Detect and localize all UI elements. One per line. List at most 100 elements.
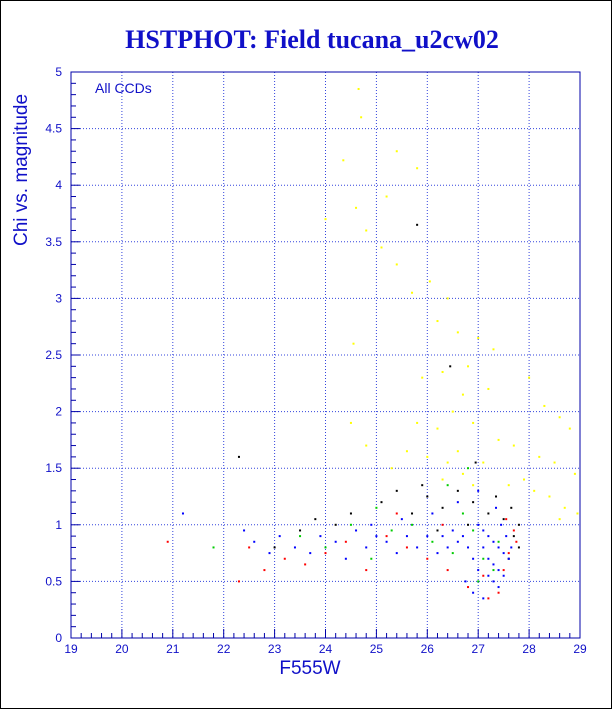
data-point: [370, 557, 373, 560]
data-point: [365, 444, 368, 447]
data-points: [166, 87, 579, 600]
grid-lines: [71, 72, 580, 638]
data-point: [461, 535, 464, 538]
axes: 19 20 21 22 23 24 25 26 27 28 29 0 0.5 1 1.5 2 2.5 3 3.5 4 4…: [45, 65, 587, 656]
data-point: [505, 518, 508, 521]
data-point: [342, 159, 345, 162]
data-point: [495, 506, 498, 509]
data-point: [405, 450, 408, 453]
data-point: [576, 512, 579, 515]
x-axis-label: F555W: [279, 658, 340, 679]
data-point: [510, 546, 513, 549]
data-point: [334, 540, 337, 543]
data-point: [365, 546, 368, 549]
data-point: [421, 484, 424, 487]
data-point: [492, 569, 495, 572]
data-point: [495, 495, 498, 498]
data-point: [477, 337, 480, 340]
data-point: [487, 535, 490, 538]
data-point: [467, 467, 470, 470]
data-point: [512, 535, 515, 538]
data-point: [355, 206, 358, 209]
data-point: [472, 591, 475, 594]
data-point: [482, 546, 485, 549]
data-point: [324, 552, 327, 555]
data-point: [436, 320, 439, 323]
data-point: [446, 546, 449, 549]
data-point: [548, 495, 551, 498]
data-point: [502, 552, 505, 555]
data-point: [456, 540, 459, 543]
data-point: [477, 489, 480, 492]
data-point: [456, 450, 459, 453]
data-point: [558, 416, 561, 419]
data-point: [492, 580, 495, 583]
data-point: [467, 546, 470, 549]
data-point: [497, 546, 500, 549]
data-point: [456, 489, 459, 492]
data-point: [441, 523, 444, 526]
data-point: [349, 512, 352, 515]
data-point: [416, 223, 419, 226]
data-point: [477, 569, 480, 572]
data-point: [441, 478, 444, 481]
y-tick-label: 2: [55, 405, 62, 419]
data-point: [528, 376, 531, 379]
data-point: [352, 342, 355, 345]
data-point: [431, 512, 434, 515]
data-point: [431, 540, 434, 543]
data-point: [390, 529, 393, 532]
data-point: [507, 552, 510, 555]
data-point: [411, 512, 414, 515]
data-point: [380, 246, 383, 249]
data-point: [492, 563, 495, 566]
data-point: [533, 489, 536, 492]
data-point: [446, 461, 449, 464]
data-point: [375, 535, 378, 538]
data-point: [416, 421, 419, 424]
data-point: [461, 472, 464, 475]
x-tick-label: 25: [370, 642, 384, 656]
data-point: [467, 365, 470, 368]
data-point: [426, 495, 429, 498]
data-point: [299, 535, 302, 538]
data-point: [426, 455, 429, 458]
data-point: [464, 580, 467, 583]
data-point: [512, 444, 515, 447]
data-point: [299, 529, 302, 532]
data-point: [487, 512, 490, 515]
x-tick-label: 24: [319, 642, 333, 656]
data-point: [553, 461, 556, 464]
data-point: [502, 574, 505, 577]
data-point: [405, 535, 408, 538]
chart-title: HSTPHOT: Field tucana_u2cw02: [125, 25, 499, 54]
data-point: [477, 523, 480, 526]
data-point: [349, 523, 352, 526]
data-point: [456, 331, 459, 334]
data-point: [253, 540, 256, 543]
data-point: [446, 484, 449, 487]
data-point: [573, 472, 576, 475]
y-tick-label: 1: [55, 518, 62, 532]
data-point: [181, 512, 184, 515]
x-tick-label: 21: [166, 642, 180, 656]
data-point: [385, 540, 388, 543]
data-point: [467, 586, 470, 589]
data-point: [441, 506, 444, 509]
data-point: [512, 529, 515, 532]
data-point: [268, 552, 271, 555]
data-point: [283, 557, 286, 560]
y-tick-label: 3: [55, 291, 62, 305]
y-tick-label: 0.5: [45, 574, 62, 588]
data-point: [472, 501, 475, 504]
data-point: [400, 518, 403, 521]
data-point: [515, 540, 518, 543]
data-point: [166, 540, 169, 543]
data-point: [212, 546, 215, 549]
data-point: [273, 546, 276, 549]
data-point: [451, 552, 454, 555]
y-tick-label: 4: [55, 178, 62, 192]
data-point: [380, 501, 383, 504]
chart-annotation: All CCDs: [95, 80, 152, 96]
data-point: [482, 574, 485, 577]
